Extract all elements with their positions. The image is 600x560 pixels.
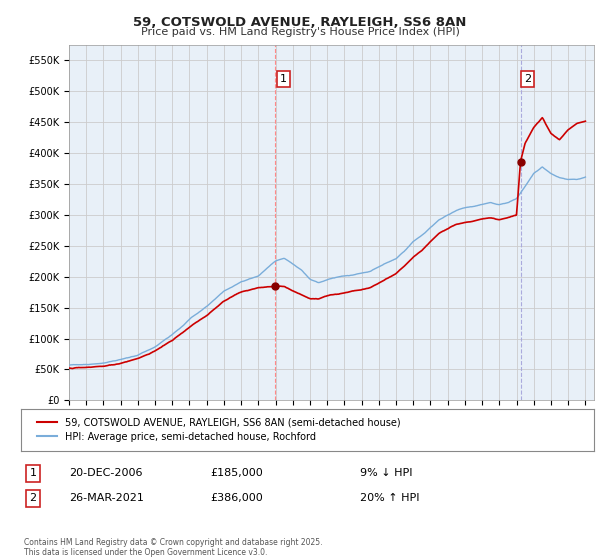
Text: 1: 1	[29, 468, 37, 478]
Text: 2: 2	[29, 493, 37, 503]
Text: 1: 1	[280, 74, 287, 84]
Text: Price paid vs. HM Land Registry's House Price Index (HPI): Price paid vs. HM Land Registry's House …	[140, 27, 460, 37]
Text: £185,000: £185,000	[210, 468, 263, 478]
Text: 9% ↓ HPI: 9% ↓ HPI	[360, 468, 413, 478]
Text: Contains HM Land Registry data © Crown copyright and database right 2025.
This d: Contains HM Land Registry data © Crown c…	[24, 538, 323, 557]
Text: 59, COTSWOLD AVENUE, RAYLEIGH, SS6 8AN: 59, COTSWOLD AVENUE, RAYLEIGH, SS6 8AN	[133, 16, 467, 29]
Text: 20% ↑ HPI: 20% ↑ HPI	[360, 493, 419, 503]
Text: £386,000: £386,000	[210, 493, 263, 503]
Text: 2: 2	[524, 74, 531, 84]
Text: 26-MAR-2021: 26-MAR-2021	[69, 493, 144, 503]
Legend: 59, COTSWOLD AVENUE, RAYLEIGH, SS6 8AN (semi-detached house), HPI: Average price: 59, COTSWOLD AVENUE, RAYLEIGH, SS6 8AN (…	[32, 412, 406, 448]
Text: 20-DEC-2006: 20-DEC-2006	[69, 468, 143, 478]
